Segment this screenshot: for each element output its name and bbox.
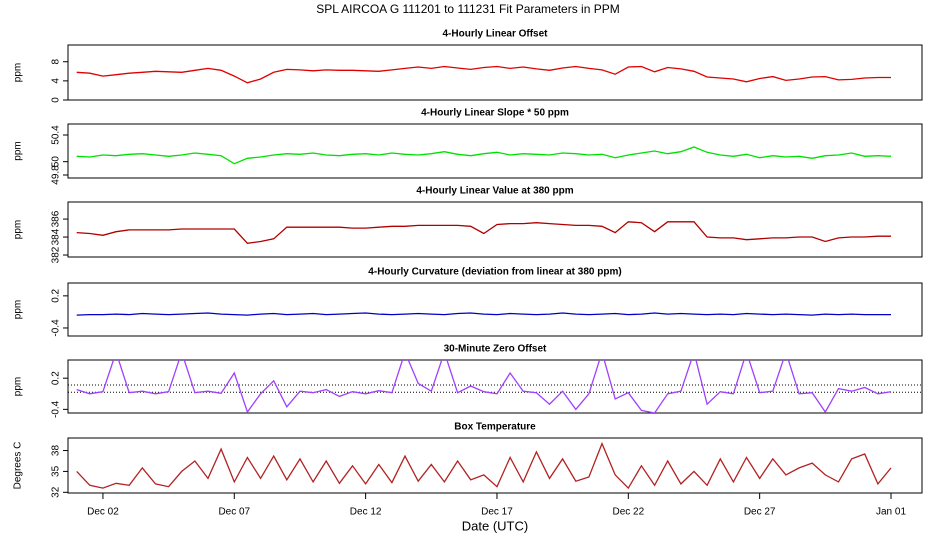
y-tick-label: 384 bbox=[51, 228, 62, 245]
y-axis-label: ppm bbox=[13, 141, 24, 160]
y-tick-label: 4 bbox=[51, 78, 62, 84]
y-tick-label: 32 bbox=[51, 486, 62, 498]
y-tick-label: 382 bbox=[51, 246, 62, 263]
y-tick-label: 8 bbox=[51, 59, 62, 65]
y-tick-label: 50.4 bbox=[51, 125, 62, 145]
y-axis-label: ppm bbox=[13, 220, 24, 239]
x-tick-label: Jan 01 bbox=[876, 507, 906, 518]
panel-title: Box Temperature bbox=[454, 422, 536, 433]
y-tick-label: -0.4 bbox=[51, 400, 62, 418]
plot-frame bbox=[67, 44, 923, 101]
plot-area bbox=[76, 65, 891, 84]
plot-area bbox=[68, 360, 922, 413]
plot-frame bbox=[67, 201, 923, 258]
x-tick-label: Dec 22 bbox=[612, 507, 644, 518]
data-line bbox=[76, 146, 892, 165]
panel-title: 4-Hourly Linear Value at 380 ppm bbox=[416, 186, 573, 197]
x-axis-label: Date (UTC) bbox=[462, 518, 528, 533]
y-tick-label: 50 bbox=[51, 156, 62, 168]
plot-frame bbox=[67, 282, 923, 337]
y-axis-label: Degrees C bbox=[13, 442, 24, 490]
panel-title: 4-Hourly Curvature (deviation from linea… bbox=[368, 267, 621, 278]
y-tick-label: -0.4 bbox=[51, 319, 62, 337]
x-tick-label: Dec 27 bbox=[744, 507, 776, 518]
x-tick-label: Dec 17 bbox=[481, 507, 513, 518]
y-tick-label: 0.2 bbox=[51, 371, 62, 385]
plot-area bbox=[76, 312, 891, 316]
x-tick-label: Dec 02 bbox=[87, 507, 119, 518]
y-tick-label: 35 bbox=[51, 465, 62, 477]
panel-title: 4-Hourly Linear Offset bbox=[442, 29, 548, 40]
y-axis-label: ppm bbox=[13, 377, 24, 396]
plot-area bbox=[76, 441, 892, 490]
plot-area bbox=[76, 221, 891, 244]
x-tick-label: Dec 07 bbox=[218, 507, 250, 518]
y-axis-label: ppm bbox=[13, 300, 24, 319]
data-line bbox=[76, 221, 891, 244]
y-tick-label: 0.2 bbox=[51, 288, 62, 302]
y-tick-label: 38 bbox=[51, 445, 62, 457]
plot-frame bbox=[67, 359, 923, 414]
plot-frame bbox=[67, 123, 923, 179]
y-tick-label: 0 bbox=[51, 97, 62, 103]
chart-title: SPL AIRCOA G 111201 to 111231 Fit Parame… bbox=[316, 2, 620, 16]
data-line bbox=[76, 65, 891, 84]
y-axis-label: ppm bbox=[13, 63, 24, 82]
data-line bbox=[76, 441, 892, 490]
panel-title: 30-Minute Zero Offset bbox=[444, 344, 547, 355]
plot-frame bbox=[67, 437, 923, 494]
y-tick-label: 386 bbox=[51, 210, 62, 227]
data-line bbox=[76, 312, 891, 316]
y-tick-label: 49.8 bbox=[51, 165, 62, 185]
plot-area bbox=[76, 146, 892, 165]
x-tick-label: Dec 12 bbox=[350, 507, 382, 518]
panel-title: 4-Hourly Linear Slope * 50 ppm bbox=[421, 108, 569, 119]
data-line bbox=[76, 360, 892, 413]
